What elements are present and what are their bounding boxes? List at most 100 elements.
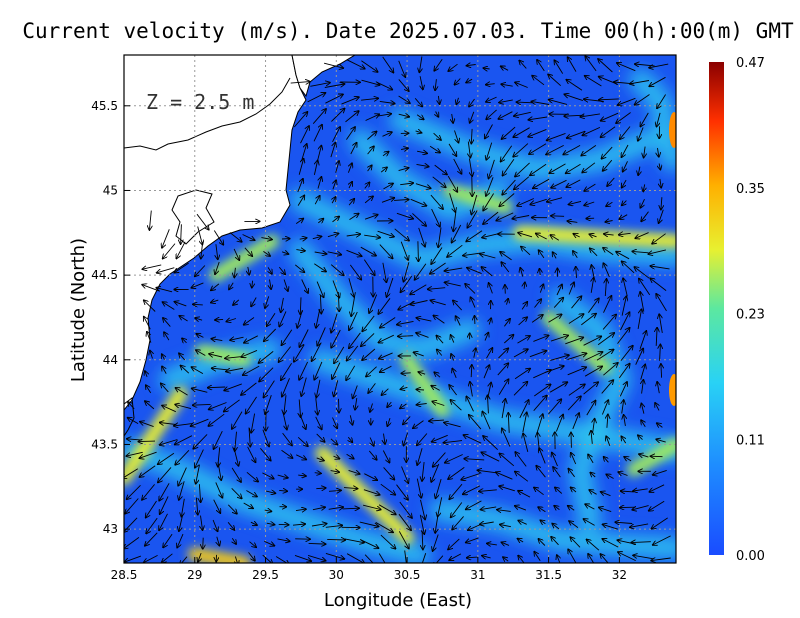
velocity-arrow (445, 268, 463, 271)
velocity-arrow (175, 435, 193, 445)
velocity-arrow (453, 211, 456, 232)
velocity-arrow (359, 521, 379, 526)
velocity-arrow (501, 66, 509, 70)
hotspot-east-north (669, 112, 676, 148)
x-axis-ticks: 28.5 29 29.5 30 30.5 31 31.5 32 (111, 557, 627, 582)
velocity-arrow (422, 462, 424, 481)
velocity-arrow (158, 467, 172, 482)
velocity-arrow (465, 284, 476, 294)
velocity-arrow (584, 183, 596, 191)
velocity-arrow (336, 161, 339, 173)
velocity-arrow (215, 319, 224, 320)
velocity-arrow (551, 216, 565, 217)
velocity-arrow (127, 484, 141, 499)
velocity-arrow (571, 453, 577, 465)
velocity-arrow (160, 496, 169, 514)
velocity-arrow (163, 302, 175, 310)
velocity-arrow (179, 514, 184, 531)
velocity-arrow (140, 422, 154, 428)
velocity-arrow (174, 262, 189, 273)
velocity-arrow (299, 329, 309, 348)
velocity-arrow (581, 145, 597, 155)
velocity-arrow (378, 298, 391, 314)
velocity-arrow (486, 348, 493, 359)
velocity-arrow (334, 380, 339, 396)
velocity-arrow (436, 111, 439, 117)
velocity-arrow (518, 556, 525, 563)
velocity-arrow (292, 524, 305, 525)
velocity-arrow (382, 450, 389, 463)
velocity-arrow (430, 262, 446, 274)
velocity-arrow (451, 502, 463, 518)
velocity-arrow (616, 112, 631, 124)
velocity-arrow (497, 510, 511, 512)
velocity-arrow (382, 262, 387, 283)
velocity-arrow (430, 194, 443, 209)
velocity-arrow (416, 478, 421, 498)
velocity-arrow (449, 193, 456, 212)
velocity-arrow (548, 75, 562, 87)
velocity-arrow (179, 353, 186, 361)
velocity-arrow (470, 382, 473, 397)
velocity-arrow (364, 182, 370, 189)
velocity-arrow (278, 266, 285, 274)
mid-speed-band (289, 189, 676, 271)
velocity-arrow (591, 265, 594, 279)
velocity-arrow (281, 252, 288, 254)
velocity-arrow (311, 524, 327, 526)
x-tick-label: 30 (329, 568, 344, 582)
velocity-arrow (485, 124, 493, 139)
velocity-arrow (217, 536, 220, 546)
velocity-arrow (596, 350, 614, 361)
velocity-arrow (455, 78, 461, 85)
velocity-arrow (370, 403, 373, 412)
velocity-arrow (519, 61, 527, 69)
velocity-arrow (175, 405, 192, 410)
velocity-arrow (638, 166, 640, 176)
velocity-arrow (145, 401, 155, 410)
velocity-arrow (282, 329, 293, 346)
velocity-arrow (420, 499, 426, 520)
x-tick-label: 31.5 (535, 568, 562, 582)
velocity-arrow (349, 214, 359, 220)
velocity-arrow (504, 335, 513, 344)
velocity-arrow (383, 184, 394, 190)
high-speed-jet (442, 183, 514, 215)
velocity-arrow (176, 388, 188, 396)
velocity-arrow (605, 279, 606, 297)
velocity-arrow (379, 334, 394, 342)
velocity-arrow (630, 523, 649, 527)
velocity-arrow (549, 100, 568, 105)
velocity-arrow (259, 367, 274, 382)
velocity-arrow (398, 513, 411, 530)
velocity-arrow (479, 490, 497, 492)
velocity-arrow (568, 469, 575, 478)
velocity-arrow (618, 472, 628, 476)
velocity-arrow (617, 328, 630, 344)
velocity-arrow (345, 111, 359, 123)
velocity-arrow (466, 79, 473, 82)
lagoon-outline (171, 189, 215, 245)
velocity-arrow (191, 282, 204, 288)
velocity-arrow (344, 538, 364, 543)
velocity-arrow (599, 508, 612, 513)
velocity-arrow (649, 500, 665, 511)
velocity-arrow (536, 466, 546, 478)
velocity-arrow (508, 413, 509, 433)
velocity-arrow (415, 263, 427, 280)
velocity-arrow (294, 344, 305, 362)
velocity-arrow (266, 523, 275, 525)
velocity-arrow (571, 296, 582, 309)
velocity-arrow (546, 145, 564, 154)
velocity-arrow (265, 395, 272, 414)
velocity-arrow (262, 429, 269, 447)
velocity-arrow (652, 517, 668, 529)
velocity-arrow (149, 210, 151, 230)
x-tick-label: 28.5 (111, 568, 138, 582)
velocity-arrow (314, 361, 323, 380)
velocity-arrow (524, 282, 525, 289)
velocity-arrow (277, 539, 290, 541)
velocity-arrow (128, 402, 135, 410)
velocity-arrow (259, 351, 274, 363)
velocity-arrow (602, 315, 616, 330)
